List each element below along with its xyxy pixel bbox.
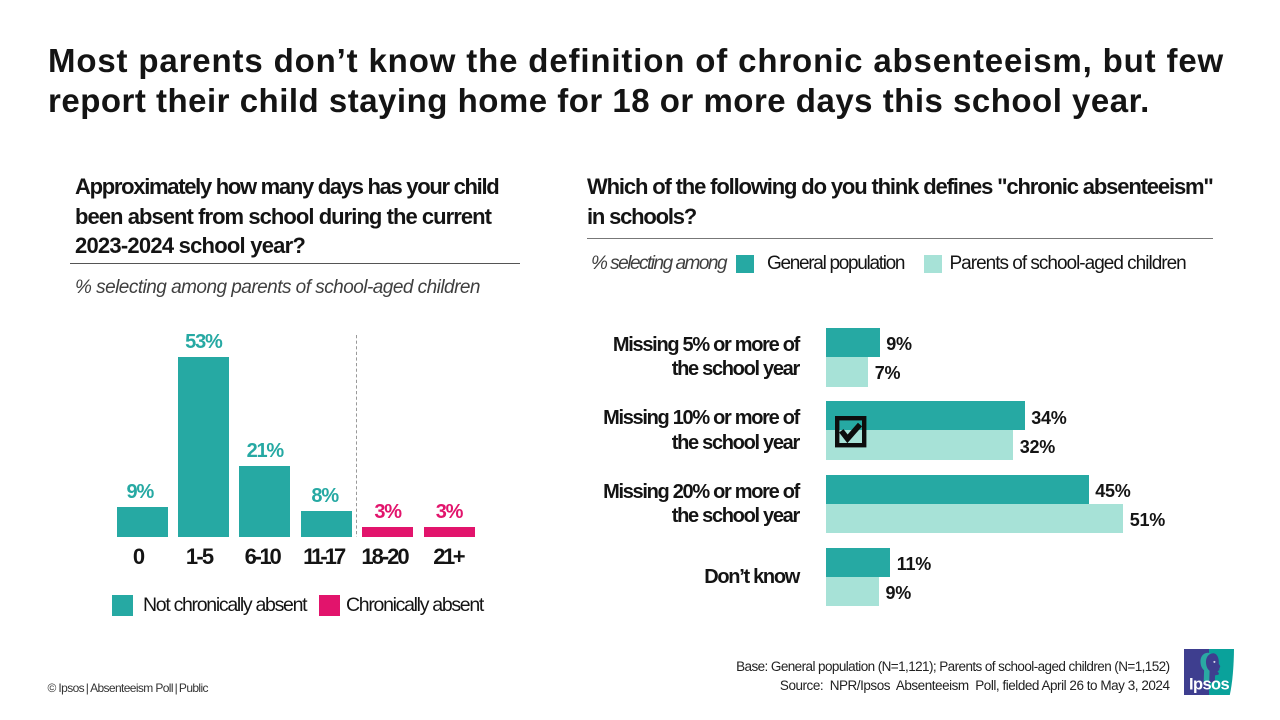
svg-text:Ipsos: Ipsos [1189, 675, 1230, 693]
